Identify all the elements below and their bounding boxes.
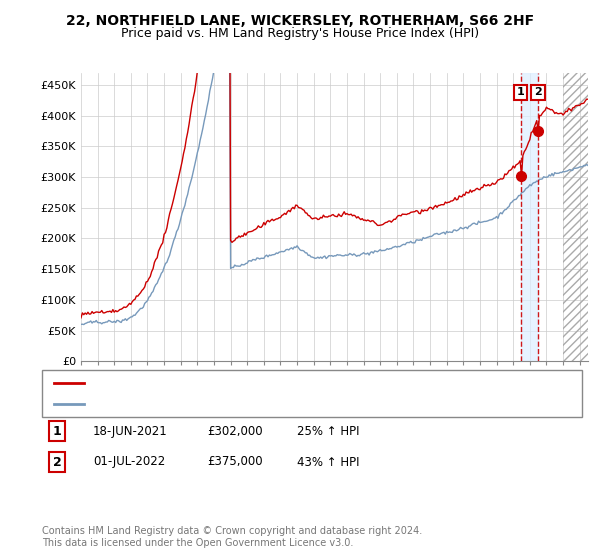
Text: Contains HM Land Registry data © Crown copyright and database right 2024.
This d: Contains HM Land Registry data © Crown c… bbox=[42, 526, 422, 548]
Text: Price paid vs. HM Land Registry's House Price Index (HPI): Price paid vs. HM Land Registry's House … bbox=[121, 27, 479, 40]
Text: £375,000: £375,000 bbox=[207, 455, 263, 469]
Bar bbox=[563, 73, 588, 361]
Text: £302,000: £302,000 bbox=[207, 424, 263, 438]
Text: 1: 1 bbox=[517, 87, 525, 97]
Text: 22, NORTHFIELD LANE, WICKERSLEY, ROTHERHAM, S66 2HF: 22, NORTHFIELD LANE, WICKERSLEY, ROTHERH… bbox=[66, 14, 534, 28]
Text: 1: 1 bbox=[53, 424, 61, 438]
Text: HPI: Average price, detached house, Rotherham: HPI: Average price, detached house, Roth… bbox=[90, 399, 340, 409]
Text: 18-JUN-2021: 18-JUN-2021 bbox=[93, 424, 168, 438]
Text: 43% ↑ HPI: 43% ↑ HPI bbox=[297, 455, 359, 469]
Text: 01-JUL-2022: 01-JUL-2022 bbox=[93, 455, 165, 469]
Text: 2: 2 bbox=[53, 455, 61, 469]
Bar bbox=[521, 73, 538, 361]
Text: 25% ↑ HPI: 25% ↑ HPI bbox=[297, 424, 359, 438]
Text: 22, NORTHFIELD LANE, WICKERSLEY, ROTHERHAM, S66 2HF (detached house): 22, NORTHFIELD LANE, WICKERSLEY, ROTHERH… bbox=[90, 378, 497, 388]
Text: 2: 2 bbox=[534, 87, 542, 97]
